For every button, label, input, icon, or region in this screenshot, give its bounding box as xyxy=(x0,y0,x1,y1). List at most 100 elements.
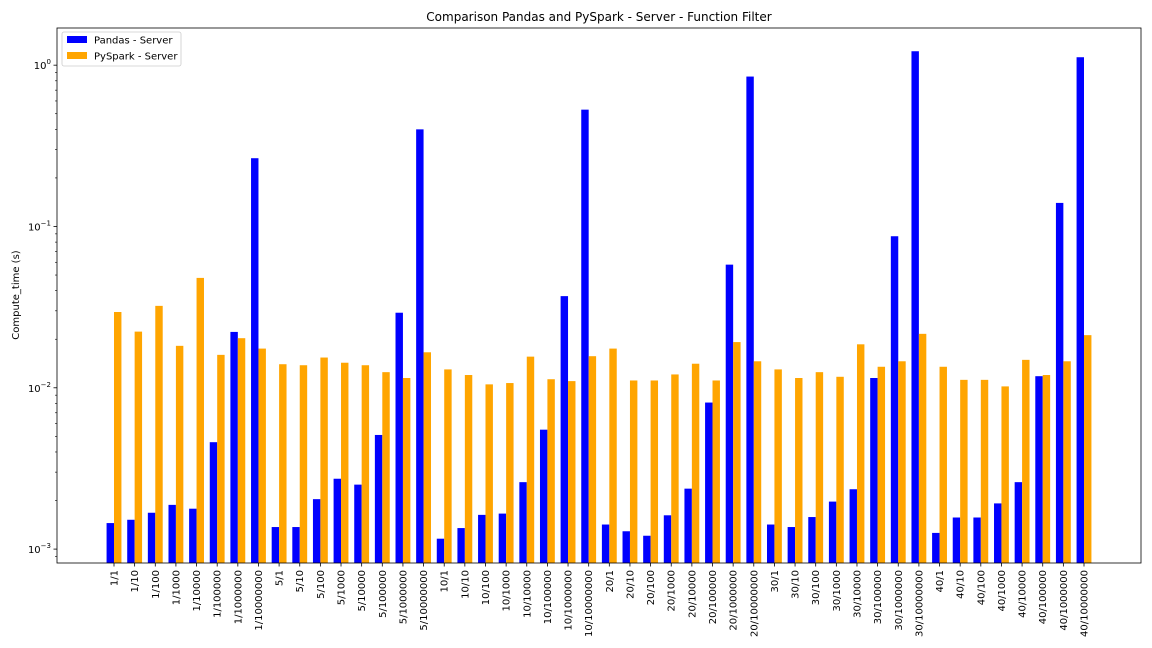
bar-pyspark-40-10000000 xyxy=(1084,335,1092,563)
bar-pandas-5-1000 xyxy=(333,478,342,563)
x-tick-label: 10/10 xyxy=(460,570,471,599)
legend-label-pandas: Pandas - Server xyxy=(94,36,173,47)
x-tick-label: 40/10000000 xyxy=(1080,570,1091,637)
x-tick-label: 40/100 xyxy=(976,570,987,605)
x-tick-label: 30/1 xyxy=(770,570,781,592)
x-tick-label: 20/100 xyxy=(646,570,657,605)
bar-pandas-10-10 xyxy=(457,528,465,563)
legend-swatch-pandas xyxy=(67,36,87,43)
x-tick-label: 30/10000000 xyxy=(914,570,925,637)
bar-pyspark-20-1 xyxy=(609,348,617,563)
x-tick-label: 40/10000 xyxy=(1018,570,1029,618)
x-tick-label: 30/100 xyxy=(811,570,822,605)
bar-pyspark-10-100 xyxy=(485,384,493,563)
chart-title: Comparison Pandas and PySpark - Server -… xyxy=(426,10,771,24)
bar-pyspark-5-100 xyxy=(320,357,328,563)
x-tick-label: 1/10 xyxy=(130,570,141,592)
bar-pyspark-5-1000 xyxy=(341,362,349,563)
bar-pyspark-30-100 xyxy=(815,372,824,563)
x-tick-label: 10/10000000 xyxy=(584,570,595,637)
bar-pandas-5-100 xyxy=(312,499,321,563)
bar-pandas-20-100000 xyxy=(705,402,713,563)
x-tick-label: 10/1000000 xyxy=(564,570,575,631)
legend: Pandas - Server PySpark - Server xyxy=(61,31,182,67)
bar-pyspark-5-1 xyxy=(279,364,287,563)
bar-pyspark-20-1000 xyxy=(671,374,679,563)
x-tick-label: 1/10000 xyxy=(192,570,203,612)
x-tick-label: 5/10000 xyxy=(357,570,368,612)
bar-pyspark-30-10 xyxy=(795,378,803,563)
plot-frame xyxy=(56,27,1142,564)
bar-pandas-1-100 xyxy=(147,512,156,563)
bar-pandas-10-1000 xyxy=(498,513,507,563)
x-tick-label: 1/1000000 xyxy=(233,570,244,624)
y-axis: 10−3 10−2 10−1 100 xyxy=(28,58,57,557)
bar-pandas-10-10000000 xyxy=(581,109,589,564)
bar-pandas-10-100000 xyxy=(539,429,548,563)
bar-pandas-1-10 xyxy=(127,519,135,563)
x-tick-label: 20/100000 xyxy=(708,570,719,624)
bar-pandas-1-100000 xyxy=(209,442,218,563)
x-tick-label: 30/1000 xyxy=(832,570,843,612)
bar-pandas-40-1000 xyxy=(994,503,1002,563)
bar-pyspark-10-1000000 xyxy=(568,381,576,563)
bar-pyspark-10-1000 xyxy=(506,383,514,563)
bar-pyspark-20-100000 xyxy=(712,380,720,563)
bar-pyspark-1-1000000 xyxy=(237,338,246,563)
bar-pyspark-1-100 xyxy=(155,305,163,563)
bar-pandas-20-10000000 xyxy=(746,76,754,563)
legend-swatch-pyspark xyxy=(67,52,87,59)
bar-pandas-1-1 xyxy=(106,523,114,563)
x-tick-label: 10/1000 xyxy=(502,570,513,612)
bar-pyspark-10-10000000 xyxy=(588,356,597,563)
bar-pandas-30-100 xyxy=(808,517,816,563)
bar-pandas-20-100 xyxy=(643,535,651,563)
bar-pyspark-30-100000 xyxy=(877,366,886,563)
bar-pandas-20-1 xyxy=(601,524,610,563)
bar-pyspark-30-1 xyxy=(774,369,782,563)
y-tick-label: 10−3 xyxy=(28,542,51,556)
bar-pandas-30-10 xyxy=(787,527,796,563)
bar-pyspark-5-10000000 xyxy=(423,352,431,563)
x-tick-label: 10/1 xyxy=(440,570,451,592)
x-tick-label: 20/1 xyxy=(605,570,616,592)
bar-pyspark-20-10 xyxy=(629,380,638,563)
bar-pandas-10-1000000 xyxy=(560,296,569,563)
bar-pyspark-40-10 xyxy=(960,379,968,563)
bar-pyspark-1-10000 xyxy=(196,277,204,563)
bar-pyspark-1-10000000 xyxy=(258,348,266,563)
y-tick-label: 100 xyxy=(34,58,51,72)
bar-pandas-1-1000000 xyxy=(230,331,238,563)
x-tick-label: 1/100 xyxy=(151,570,162,599)
bar-pandas-10-10000 xyxy=(519,482,527,563)
bar-pyspark-5-10000 xyxy=(361,365,370,563)
x-tick-label: 10/10000 xyxy=(522,570,533,618)
bar-pandas-40-10 xyxy=(952,517,961,563)
bar-pandas-30-1000000 xyxy=(890,236,899,564)
bar-pandas-10-100 xyxy=(478,514,486,563)
x-tick-label: 10/100000 xyxy=(543,570,554,624)
x-tick-label: 40/1000000 xyxy=(1059,570,1070,631)
bar-pyspark-10-100000 xyxy=(547,379,555,563)
bar-pandas-30-100000 xyxy=(870,378,878,563)
bar-pyspark-40-100000 xyxy=(1042,375,1051,563)
bar-pandas-20-1000 xyxy=(663,515,672,563)
x-tick-label: 5/10 xyxy=(295,570,306,592)
bar-pandas-40-1000000 xyxy=(1055,202,1064,563)
x-tick-label: 1/1000 xyxy=(171,570,182,605)
bar-pyspark-5-100000 xyxy=(382,372,390,563)
x-tick-label: 20/1000000 xyxy=(729,570,740,631)
bar-pandas-5-100000 xyxy=(374,434,383,563)
x-tick-label: 30/1000000 xyxy=(894,570,905,631)
bar-pandas-1-10000 xyxy=(189,508,197,563)
y-axis-label: Compute_time (s) xyxy=(11,250,22,339)
x-tick-label: 40/100000 xyxy=(1038,570,1049,624)
bar-pandas-40-10000 xyxy=(1014,482,1023,563)
bar-pyspark-1-1000 xyxy=(175,345,184,563)
x-tick-label: 20/1000 xyxy=(667,570,678,612)
bar-pyspark-10-10000 xyxy=(526,356,535,563)
y-tick-label: 10−1 xyxy=(28,219,51,233)
bar-pandas-30-10000000 xyxy=(911,51,919,564)
x-tick-label: 1/10000000 xyxy=(254,570,265,631)
